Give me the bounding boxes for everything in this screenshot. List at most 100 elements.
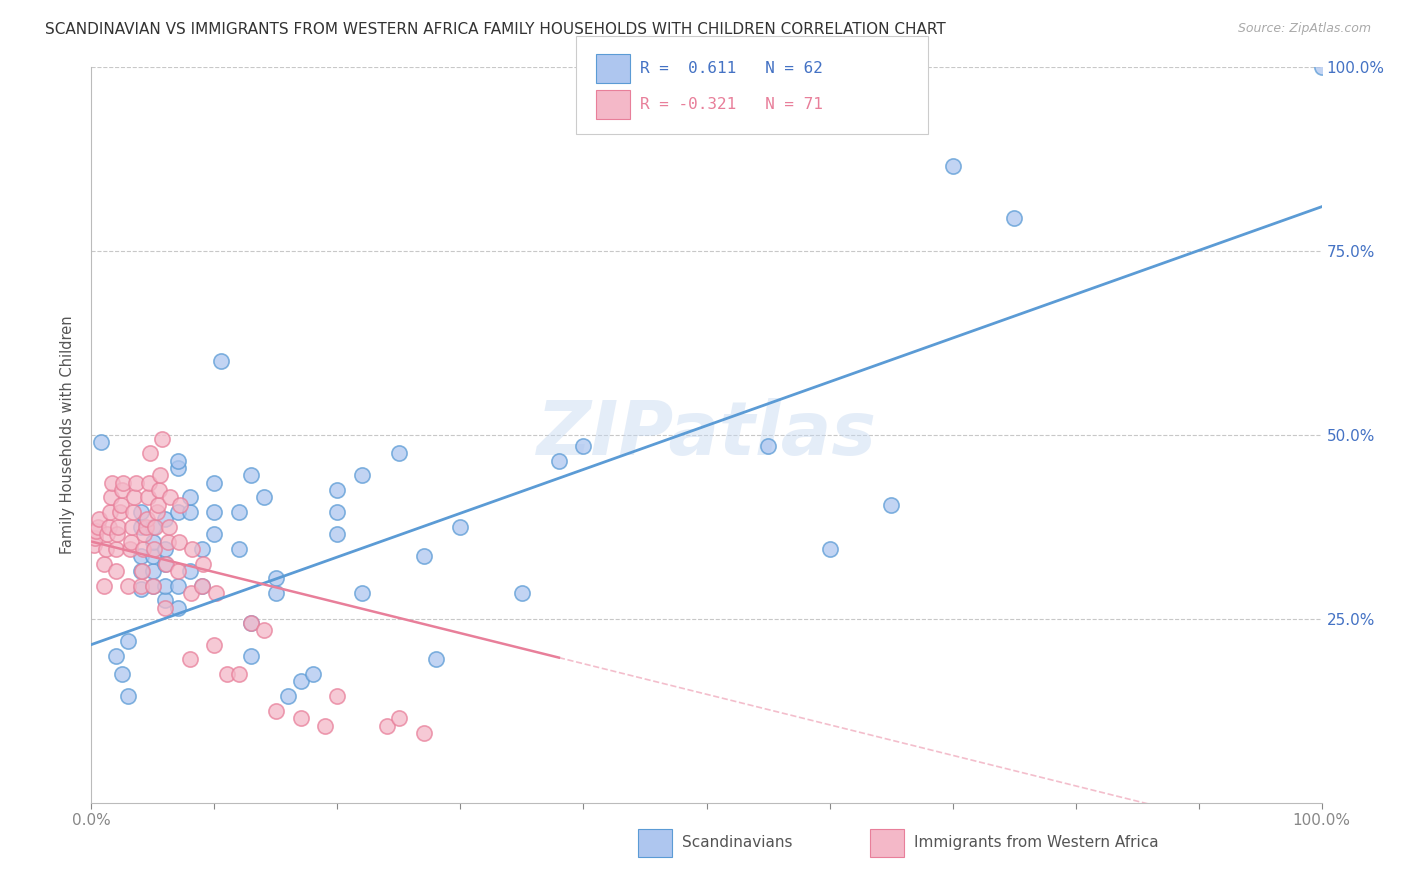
Point xyxy=(202,505,225,519)
Point xyxy=(326,483,349,497)
Point xyxy=(138,475,160,490)
Point xyxy=(179,652,201,666)
Point xyxy=(153,600,177,615)
Point xyxy=(101,475,124,490)
Point xyxy=(191,579,214,593)
Point xyxy=(157,520,180,534)
Point xyxy=(105,527,128,541)
Point xyxy=(159,491,181,505)
Text: R =  0.611   N = 62: R = 0.611 N = 62 xyxy=(640,62,823,76)
Point xyxy=(136,491,159,505)
Point xyxy=(941,159,963,173)
Point xyxy=(202,527,225,541)
Point xyxy=(100,491,122,505)
Point xyxy=(96,527,118,541)
Point xyxy=(204,586,226,600)
Point xyxy=(215,667,238,681)
Point xyxy=(253,623,276,637)
Point xyxy=(83,538,105,552)
Point xyxy=(228,667,250,681)
Point xyxy=(166,461,188,475)
Point xyxy=(117,579,139,593)
Point xyxy=(93,579,115,593)
Point xyxy=(139,446,162,460)
Point xyxy=(142,534,165,549)
Point xyxy=(264,586,287,600)
Point xyxy=(120,534,142,549)
Point xyxy=(193,557,215,571)
Point xyxy=(111,667,134,681)
Point xyxy=(132,541,155,556)
Text: Scandinavians: Scandinavians xyxy=(682,836,793,850)
Point xyxy=(264,571,287,585)
Point xyxy=(191,579,214,593)
Point xyxy=(449,520,471,534)
Point xyxy=(118,541,141,556)
Point xyxy=(1002,211,1025,225)
Point xyxy=(153,512,177,526)
Point xyxy=(572,439,595,453)
Point xyxy=(253,491,276,505)
Text: Immigrants from Western Africa: Immigrants from Western Africa xyxy=(914,836,1159,850)
Point xyxy=(143,541,166,556)
Point xyxy=(131,564,153,578)
Point xyxy=(179,564,201,578)
Point xyxy=(290,674,312,689)
Point xyxy=(96,541,117,556)
Point xyxy=(166,600,188,615)
Point xyxy=(146,498,169,512)
Point xyxy=(90,435,112,450)
Point xyxy=(117,633,139,648)
Point xyxy=(124,491,146,505)
Point xyxy=(142,549,165,564)
Point xyxy=(301,667,323,681)
Point xyxy=(107,520,129,534)
Point xyxy=(228,505,250,519)
Point xyxy=(105,564,127,578)
Point xyxy=(167,534,190,549)
Point xyxy=(388,446,411,460)
Point xyxy=(110,498,132,512)
Point xyxy=(98,505,121,519)
Point xyxy=(547,453,569,467)
Point xyxy=(191,541,214,556)
Point xyxy=(880,498,903,512)
Point xyxy=(142,579,165,593)
Point xyxy=(166,564,188,578)
Point xyxy=(180,586,202,600)
Point xyxy=(86,524,108,538)
Text: ZIPatlas: ZIPatlas xyxy=(537,399,876,471)
Point xyxy=(145,505,167,519)
Point xyxy=(153,557,177,571)
Point xyxy=(153,579,177,593)
Point xyxy=(135,520,156,534)
Point xyxy=(86,520,108,534)
Point xyxy=(412,726,434,740)
Point xyxy=(148,483,170,497)
Point xyxy=(108,505,131,519)
Point xyxy=(169,498,191,512)
Point xyxy=(135,512,157,526)
Point xyxy=(240,468,263,483)
Point xyxy=(129,505,152,519)
Point xyxy=(277,689,299,703)
Y-axis label: Family Households with Children: Family Households with Children xyxy=(60,316,76,554)
Point xyxy=(756,439,779,453)
Point xyxy=(326,527,349,541)
Point xyxy=(264,704,287,718)
Point xyxy=(149,468,172,483)
Text: SCANDINAVIAN VS IMMIGRANTS FROM WESTERN AFRICA FAMILY HOUSEHOLDS WITH CHILDREN C: SCANDINAVIAN VS IMMIGRANTS FROM WESTERN … xyxy=(45,22,946,37)
Point xyxy=(375,718,398,732)
Point xyxy=(84,531,107,545)
Point xyxy=(87,512,110,526)
Point xyxy=(240,615,263,630)
Point xyxy=(142,579,165,593)
Point xyxy=(129,579,152,593)
Point xyxy=(412,549,434,564)
Point xyxy=(97,520,120,534)
Point xyxy=(352,586,374,600)
Point xyxy=(121,520,143,534)
Point xyxy=(202,475,225,490)
Point xyxy=(1310,60,1333,74)
Point xyxy=(209,354,232,368)
